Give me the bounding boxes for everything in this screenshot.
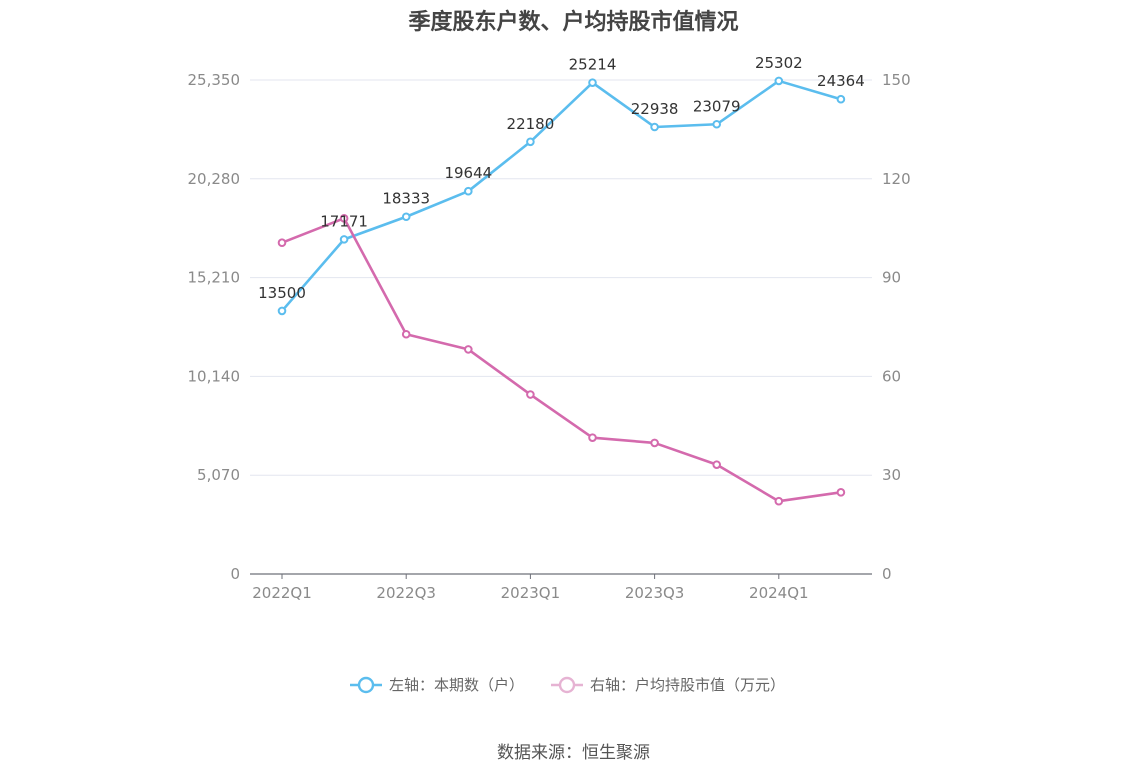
data-point bbox=[588, 433, 597, 442]
data-point bbox=[401, 329, 411, 339]
series-layer bbox=[277, 76, 846, 506]
left-tick-label: 10,140 bbox=[188, 367, 241, 385]
data-label: 19644 bbox=[444, 164, 492, 182]
x-tick-label: 2024Q1 bbox=[749, 584, 809, 602]
left-tick-label: 0 bbox=[230, 565, 240, 583]
chart-title: 季度股东户数、户均持股市值情况 bbox=[408, 10, 739, 35]
legend-marker bbox=[357, 676, 375, 694]
x-tick-label: 2022Q3 bbox=[376, 584, 436, 602]
left-tick-label: 20,280 bbox=[188, 170, 241, 188]
data-point bbox=[712, 119, 722, 129]
left-tick-label: 15,210 bbox=[188, 269, 241, 287]
x-tick-label: 2023Q1 bbox=[501, 584, 561, 602]
legend-item[interactable]: 左轴：本期数（户） bbox=[350, 676, 524, 694]
legend-label: 左轴：本期数（户） bbox=[389, 676, 524, 694]
data-point bbox=[339, 235, 349, 244]
data-point bbox=[464, 186, 473, 196]
label-layer: 13500 17171 18333 19644 22180 25214 22938 23079… bbox=[258, 54, 865, 302]
left-tick-label: 5,070 bbox=[197, 466, 240, 484]
legend-label: 右轴：户均持股市值（万元） bbox=[590, 676, 785, 694]
data-point bbox=[464, 345, 473, 354]
data-label: 25214 bbox=[569, 56, 617, 74]
data-label: 25302 bbox=[755, 54, 803, 72]
data-point bbox=[588, 78, 597, 87]
data-label: 17171 bbox=[320, 212, 368, 230]
data-label: 24364 bbox=[817, 72, 865, 90]
data-point bbox=[836, 94, 846, 104]
right-tick-label: 60 bbox=[882, 367, 901, 385]
data-label: 13500 bbox=[258, 284, 306, 302]
data-point bbox=[836, 488, 846, 497]
data-point bbox=[526, 137, 535, 147]
right-tick-label: 30 bbox=[882, 466, 901, 484]
series-line-shareholders bbox=[281, 79, 842, 312]
right-tick-label: 90 bbox=[882, 269, 901, 287]
legend[interactable]: 左轴：本期数（户） 右轴：户均持股市值（万元） bbox=[350, 676, 785, 694]
legend-item[interactable]: 右轴：户均持股市值（万元） bbox=[551, 676, 785, 694]
right-tick-label: 0 bbox=[882, 565, 892, 583]
data-label: 23079 bbox=[693, 97, 741, 115]
x-tick-label: 2023Q3 bbox=[625, 584, 685, 602]
data-point bbox=[774, 496, 784, 506]
data-point bbox=[712, 460, 722, 469]
data-point bbox=[650, 438, 659, 448]
data-label: 22180 bbox=[507, 115, 555, 133]
grid-layer bbox=[250, 79, 872, 476]
data-label: 22938 bbox=[631, 100, 679, 118]
data-point bbox=[401, 212, 411, 222]
data-point bbox=[774, 76, 784, 86]
data-point bbox=[339, 214, 349, 223]
data-point bbox=[277, 238, 287, 247]
right-tick-label: 120 bbox=[882, 170, 911, 188]
data-point bbox=[526, 390, 535, 399]
data-point bbox=[277, 306, 287, 316]
data-source: 数据来源：恒生聚源 bbox=[497, 743, 650, 763]
axis-layer: 0 0 5,070 30 10,140 60 15,210 90 20,280 120 25,350… bbox=[188, 71, 911, 602]
x-tick-label: 2022Q1 bbox=[252, 584, 312, 602]
right-tick-label: 150 bbox=[882, 71, 911, 89]
data-point bbox=[650, 122, 659, 132]
legend-marker bbox=[558, 676, 576, 694]
left-tick-label: 25,350 bbox=[188, 71, 241, 89]
data-label: 18333 bbox=[382, 190, 430, 208]
series-line-avg-value bbox=[281, 217, 842, 503]
